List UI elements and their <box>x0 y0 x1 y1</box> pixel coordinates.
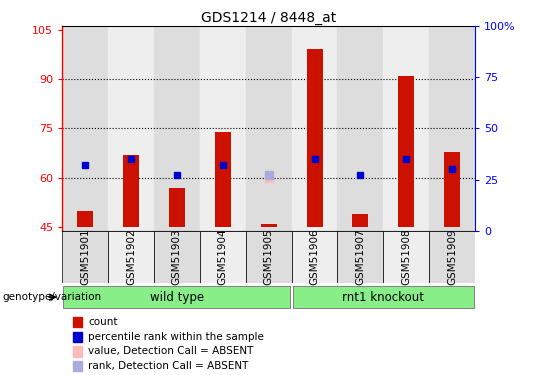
Bar <box>108 231 154 283</box>
Bar <box>73 346 82 357</box>
Text: value, Detection Call = ABSENT: value, Detection Call = ABSENT <box>88 346 254 356</box>
Bar <box>154 26 200 231</box>
Bar <box>64 286 290 308</box>
Text: GSM51903: GSM51903 <box>172 228 182 285</box>
Bar <box>108 26 154 231</box>
Bar <box>169 188 185 227</box>
Bar <box>73 361 82 371</box>
Text: GSM51907: GSM51907 <box>355 228 366 285</box>
Bar <box>353 214 368 227</box>
Bar <box>429 231 475 283</box>
Text: wild type: wild type <box>150 291 204 304</box>
Bar <box>383 26 429 231</box>
Text: GSM51901: GSM51901 <box>80 228 90 285</box>
Bar <box>246 231 292 283</box>
Bar <box>123 155 139 227</box>
Bar <box>73 317 82 327</box>
Bar <box>338 26 383 231</box>
Text: GSM51904: GSM51904 <box>218 228 228 285</box>
Bar <box>77 211 93 227</box>
Bar <box>383 231 429 283</box>
Bar <box>429 26 475 231</box>
Bar <box>399 76 414 227</box>
Text: percentile rank within the sample: percentile rank within the sample <box>88 332 264 342</box>
Bar <box>73 332 82 342</box>
Text: rank, Detection Call = ABSENT: rank, Detection Call = ABSENT <box>88 361 248 371</box>
Text: GSM51909: GSM51909 <box>447 228 457 285</box>
Bar <box>338 231 383 283</box>
Bar <box>307 50 322 227</box>
Bar <box>62 26 108 231</box>
Bar <box>261 224 276 227</box>
Text: GSM51906: GSM51906 <box>309 228 320 285</box>
Title: GDS1214 / 8448_at: GDS1214 / 8448_at <box>201 11 336 25</box>
Text: count: count <box>88 317 118 327</box>
Bar <box>292 231 338 283</box>
Bar <box>200 26 246 231</box>
Text: GSM51905: GSM51905 <box>264 228 274 285</box>
Bar <box>246 26 292 231</box>
Bar <box>200 231 246 283</box>
Bar <box>444 152 460 227</box>
Bar <box>215 132 231 227</box>
Bar <box>154 231 200 283</box>
Text: GSM51908: GSM51908 <box>401 228 411 285</box>
Text: rnt1 knockout: rnt1 knockout <box>342 291 424 304</box>
Bar <box>293 286 474 308</box>
Text: genotype/variation: genotype/variation <box>3 292 102 302</box>
Text: GSM51902: GSM51902 <box>126 228 136 285</box>
Bar <box>62 231 108 283</box>
Bar <box>292 26 338 231</box>
